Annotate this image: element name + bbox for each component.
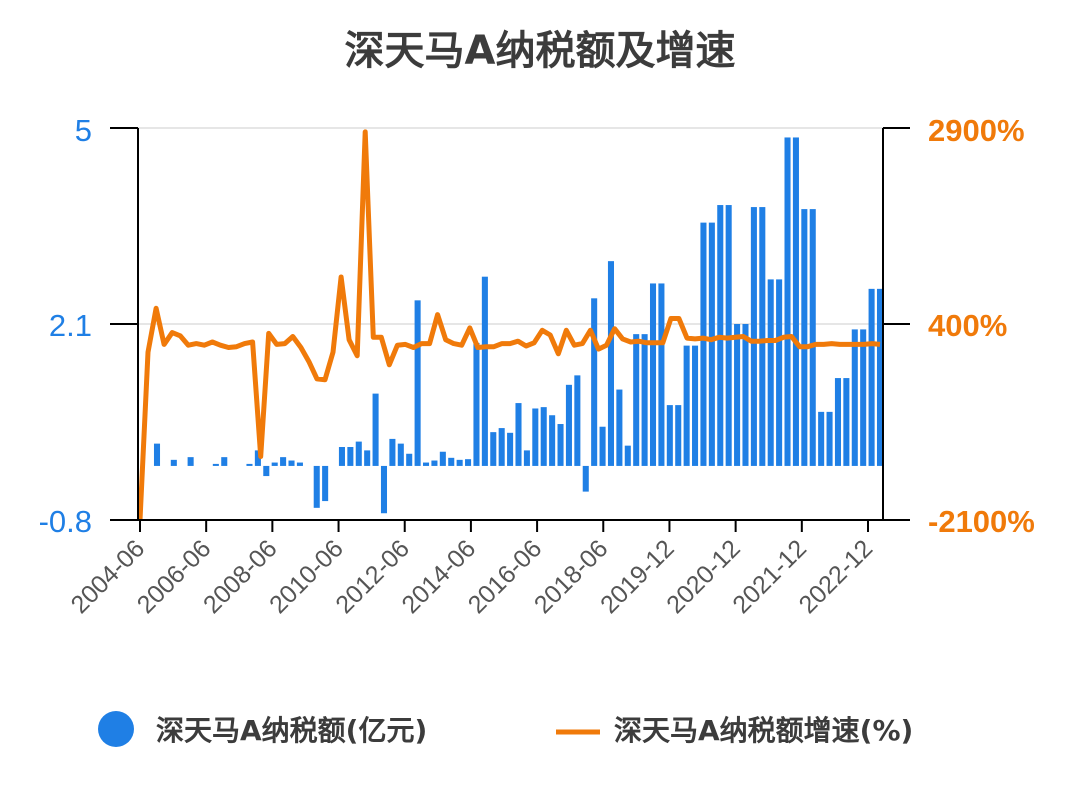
left-tick-label: -0.8 <box>39 504 92 539</box>
bar <box>549 415 556 466</box>
bar <box>212 463 219 466</box>
bar <box>473 342 480 466</box>
bar <box>170 459 177 466</box>
bar <box>187 457 194 466</box>
bar <box>683 345 690 466</box>
x-axis-ticks: 2004-062006-062008-062010-062012-062014-… <box>66 520 879 619</box>
bar <box>254 450 261 466</box>
bar <box>876 288 884 466</box>
bar <box>313 465 320 508</box>
bar <box>591 298 598 466</box>
bar <box>498 428 505 466</box>
chart-title: 深天马A纳税额及增速 <box>345 28 736 74</box>
right-axis-ticks: 2900% 400% -2100% <box>928 113 1035 539</box>
bar <box>818 411 825 466</box>
right-tick-label: 2900% <box>928 113 1025 148</box>
bar <box>868 288 875 466</box>
bar <box>692 345 699 466</box>
bar <box>380 465 388 514</box>
right-tick-label: -2100% <box>928 504 1035 539</box>
bar <box>507 432 514 466</box>
bar <box>557 424 564 466</box>
bar <box>649 283 657 466</box>
bar <box>607 261 615 466</box>
bar <box>700 222 707 466</box>
left-tick-label: 5 <box>75 113 92 148</box>
bar <box>843 378 850 466</box>
bar <box>540 407 547 466</box>
bar <box>851 329 858 466</box>
bar-series <box>153 137 884 514</box>
bar <box>792 137 799 466</box>
legend-dot-icon <box>98 711 134 747</box>
bar <box>153 443 161 466</box>
bar <box>414 300 421 466</box>
bar <box>246 463 253 466</box>
line-series <box>137 129 881 521</box>
bar <box>221 457 228 466</box>
bar <box>322 465 329 502</box>
bar <box>347 447 354 466</box>
bar <box>616 389 623 466</box>
growth-line <box>137 129 881 521</box>
bar <box>708 222 715 466</box>
bar <box>742 324 749 466</box>
gridlines <box>138 127 883 325</box>
bar <box>776 279 783 466</box>
bar <box>280 457 287 466</box>
bar <box>574 375 581 466</box>
bar <box>296 462 303 466</box>
bar <box>481 276 488 466</box>
bar <box>338 447 345 466</box>
bar <box>515 403 522 466</box>
bar <box>675 405 682 466</box>
bar <box>860 329 867 466</box>
bar <box>809 209 816 466</box>
bar <box>263 465 270 477</box>
bar <box>826 411 833 466</box>
bar <box>801 209 808 466</box>
bar <box>355 441 362 466</box>
left-tick-label: 2.1 <box>49 308 92 343</box>
bar <box>271 462 278 466</box>
bar <box>431 460 438 466</box>
bar <box>624 445 631 466</box>
bar <box>734 324 741 466</box>
legend-label-line: 深天马A纳税额增速(%) <box>614 714 913 747</box>
bar <box>465 459 472 466</box>
right-tick-label: 400% <box>928 308 1007 343</box>
bar <box>633 334 640 466</box>
bar <box>288 460 295 466</box>
bar <box>490 432 497 466</box>
bar <box>389 438 396 466</box>
bar <box>599 426 606 466</box>
bar <box>582 465 589 492</box>
bar <box>658 283 665 466</box>
bar <box>759 207 766 466</box>
bar <box>422 462 430 466</box>
bar <box>834 378 841 466</box>
bar <box>448 457 455 466</box>
bar <box>364 450 371 466</box>
bar <box>372 393 379 466</box>
bar <box>565 384 572 466</box>
bar <box>750 207 757 466</box>
bar <box>397 443 404 466</box>
bar <box>641 334 648 466</box>
bar <box>439 451 446 466</box>
bar <box>784 137 791 466</box>
legend: 深天马A纳税额(亿元) 深天马A纳税额增速(%) <box>98 711 913 747</box>
legend-label-bars: 深天马A纳税额(亿元) <box>156 714 427 747</box>
bar <box>456 459 463 466</box>
bar <box>666 405 673 466</box>
left-axis-ticks: 5 2.1 -0.8 <box>39 113 92 539</box>
bar <box>767 279 774 466</box>
x-tick-label: 2022-12 <box>794 534 879 619</box>
bar <box>532 408 539 466</box>
axes <box>110 127 910 521</box>
bar <box>523 450 530 466</box>
bar <box>406 453 413 466</box>
